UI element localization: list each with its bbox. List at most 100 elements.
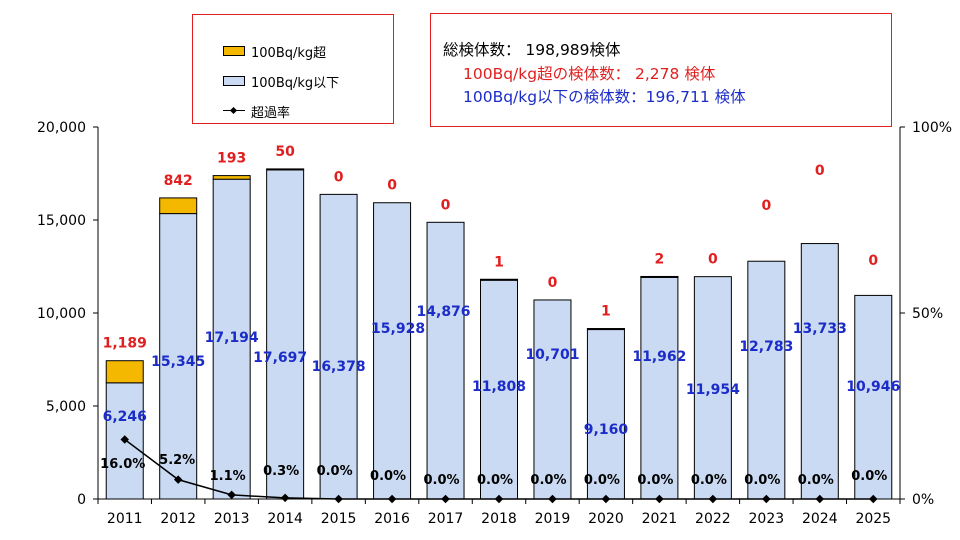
rate-point bbox=[120, 435, 129, 444]
y-left-tick-label: 0 bbox=[77, 492, 86, 508]
under-value-label: 15,928 bbox=[371, 321, 425, 337]
bar-under bbox=[533, 299, 572, 500]
under-value-label: 17,194 bbox=[205, 330, 259, 346]
rate-point bbox=[869, 494, 878, 504]
legend-swatch-under bbox=[223, 76, 245, 86]
rate-value-label: 0.3% bbox=[263, 464, 299, 479]
over-value-label: 0 bbox=[441, 197, 451, 213]
rate-point bbox=[548, 494, 557, 504]
bar-over bbox=[105, 360, 144, 384]
under-value-label: 6,246 bbox=[103, 409, 147, 425]
rate-value-label: 0.0% bbox=[798, 473, 834, 488]
rate-value-label: 0.0% bbox=[424, 473, 460, 488]
legend-swatch-rate-icon bbox=[223, 106, 245, 116]
x-tick-label: 2020 bbox=[588, 511, 624, 527]
x-tick-label: 2016 bbox=[374, 511, 410, 527]
rate-value-label: 16.0% bbox=[100, 457, 145, 472]
y-left-tick-label: 10,000 bbox=[37, 306, 86, 322]
rate-value-label: 0.0% bbox=[317, 464, 353, 479]
bar-under bbox=[747, 260, 786, 500]
over-value-label: 0 bbox=[761, 198, 771, 214]
summary-under: 100Bq/kg以下の検体数：196,711 検体 bbox=[463, 88, 746, 106]
rate-value-label: 0.0% bbox=[637, 473, 673, 488]
over-value-label: 0 bbox=[548, 275, 558, 291]
summary-over: 100Bq/kg超の検体数： 2,278 検体 bbox=[463, 65, 716, 83]
legend-label-under: 100Bq/kg以下 bbox=[251, 75, 340, 91]
bar-over bbox=[212, 175, 251, 180]
over-value-label: 193 bbox=[217, 151, 246, 167]
rate-point bbox=[387, 494, 397, 504]
x-tick-label: 2019 bbox=[535, 511, 571, 527]
legend-swatch-over bbox=[223, 46, 245, 56]
legend-item-rate: 超過率 bbox=[223, 101, 290, 121]
rate-value-label: 1.1% bbox=[210, 469, 246, 484]
rate-value-label: 0.0% bbox=[370, 469, 406, 484]
bar-under bbox=[426, 221, 465, 500]
under-value-label: 12,783 bbox=[739, 339, 793, 355]
rate-point bbox=[494, 494, 504, 504]
x-tick-label: 2025 bbox=[855, 511, 891, 527]
y-right-tick-label: 50% bbox=[912, 306, 943, 322]
bar-under bbox=[159, 213, 198, 500]
bar-under bbox=[319, 193, 358, 500]
x-tick-label: 2011 bbox=[107, 511, 143, 527]
under-value-label: 11,954 bbox=[686, 382, 740, 398]
rate-point bbox=[173, 475, 183, 484]
over-value-label: 0 bbox=[334, 169, 344, 185]
x-tick-label: 2013 bbox=[214, 511, 250, 527]
legend-item-over: 100Bq/kg超 bbox=[223, 41, 326, 61]
bar-under bbox=[586, 328, 625, 500]
over-value-label: 0 bbox=[708, 252, 718, 268]
over-value-label: 842 bbox=[164, 173, 193, 189]
over-value-label: 0 bbox=[387, 178, 397, 194]
y-left-tick-label: 20,000 bbox=[37, 120, 86, 136]
x-tick-label: 2014 bbox=[267, 511, 303, 527]
under-value-label: 10,701 bbox=[525, 347, 579, 363]
over-value-label: 1 bbox=[494, 254, 504, 270]
bar-under bbox=[266, 169, 305, 500]
summary-total: 総検体数： 198,989検体 bbox=[443, 41, 621, 59]
rate-point bbox=[815, 494, 825, 504]
rate-value-label: 5.2% bbox=[159, 453, 195, 468]
rate-point bbox=[601, 494, 611, 504]
under-value-label: 9,160 bbox=[584, 422, 629, 438]
rate-point bbox=[227, 490, 236, 500]
legend: 100Bq/kg超 100Bq/kg以下 超過率 bbox=[192, 14, 394, 124]
under-value-label: 11,962 bbox=[632, 349, 686, 365]
over-value-label: 50 bbox=[275, 144, 295, 160]
x-tick-label: 2015 bbox=[321, 511, 357, 527]
rate-value-label: 0.0% bbox=[691, 473, 727, 488]
rate-point bbox=[655, 494, 664, 504]
bar-over bbox=[266, 168, 305, 171]
over-value-label: 0 bbox=[868, 253, 878, 269]
under-value-label: 14,876 bbox=[417, 304, 471, 320]
rate-value-label: 0.0% bbox=[584, 473, 620, 488]
legend-label-rate: 超過率 bbox=[251, 105, 291, 121]
under-value-label: 11,808 bbox=[472, 379, 526, 395]
bar-over bbox=[159, 197, 198, 215]
bar-under bbox=[480, 278, 518, 500]
y-left-tick-label: 5,000 bbox=[46, 399, 86, 415]
over-value-label: 0 bbox=[815, 163, 825, 179]
x-tick-label: 2017 bbox=[428, 511, 464, 527]
over-value-label: 1 bbox=[601, 304, 611, 320]
y-left-tick-label: 15,000 bbox=[37, 213, 86, 229]
x-tick-label: 2023 bbox=[749, 511, 785, 527]
under-value-label: 17,697 bbox=[253, 350, 307, 366]
rate-value-label: 0.0% bbox=[851, 469, 887, 484]
bar-under bbox=[800, 243, 839, 500]
over-value-label: 2 bbox=[655, 251, 665, 267]
rate-value-label: 0.0% bbox=[530, 473, 566, 488]
x-tick-label: 2012 bbox=[160, 511, 196, 527]
x-tick-label: 2018 bbox=[481, 511, 517, 527]
bar-over bbox=[480, 278, 518, 281]
under-value-label: 16,378 bbox=[312, 359, 366, 375]
under-value-label: 13,733 bbox=[793, 321, 847, 337]
over-value-label: 1,189 bbox=[103, 336, 147, 352]
rate-value-label: 0.0% bbox=[477, 473, 513, 488]
summary-box: 総検体数： 198,989検体 100Bq/kg超の検体数： 2,278 検体 … bbox=[430, 13, 892, 127]
x-tick-label: 2021 bbox=[642, 511, 678, 527]
rate-point bbox=[280, 493, 290, 503]
rate-point bbox=[441, 494, 450, 504]
rate-point bbox=[708, 494, 718, 504]
